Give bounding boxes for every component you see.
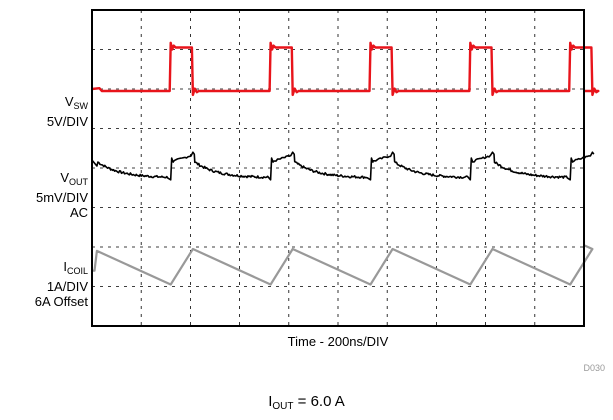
scope-grid (92, 10, 584, 326)
vsw-label: VSW 5V/DIV (46, 94, 88, 129)
caption: IOUT = 6.0 A (268, 393, 345, 412)
scope-traces (91, 41, 600, 286)
icoil-label: ICOIL 1A/DIV 6A Offset (34, 259, 88, 309)
vout-trace (91, 151, 595, 181)
x-axis-label: Time - 200ns/DIV (287, 334, 389, 349)
vsw-trace (91, 41, 600, 97)
vout-label: VOUT 5mV/DIV AC (35, 170, 88, 220)
figure-id: D030 (583, 363, 605, 373)
plot-frame (91, 9, 585, 327)
icoil-trace (92, 244, 594, 286)
